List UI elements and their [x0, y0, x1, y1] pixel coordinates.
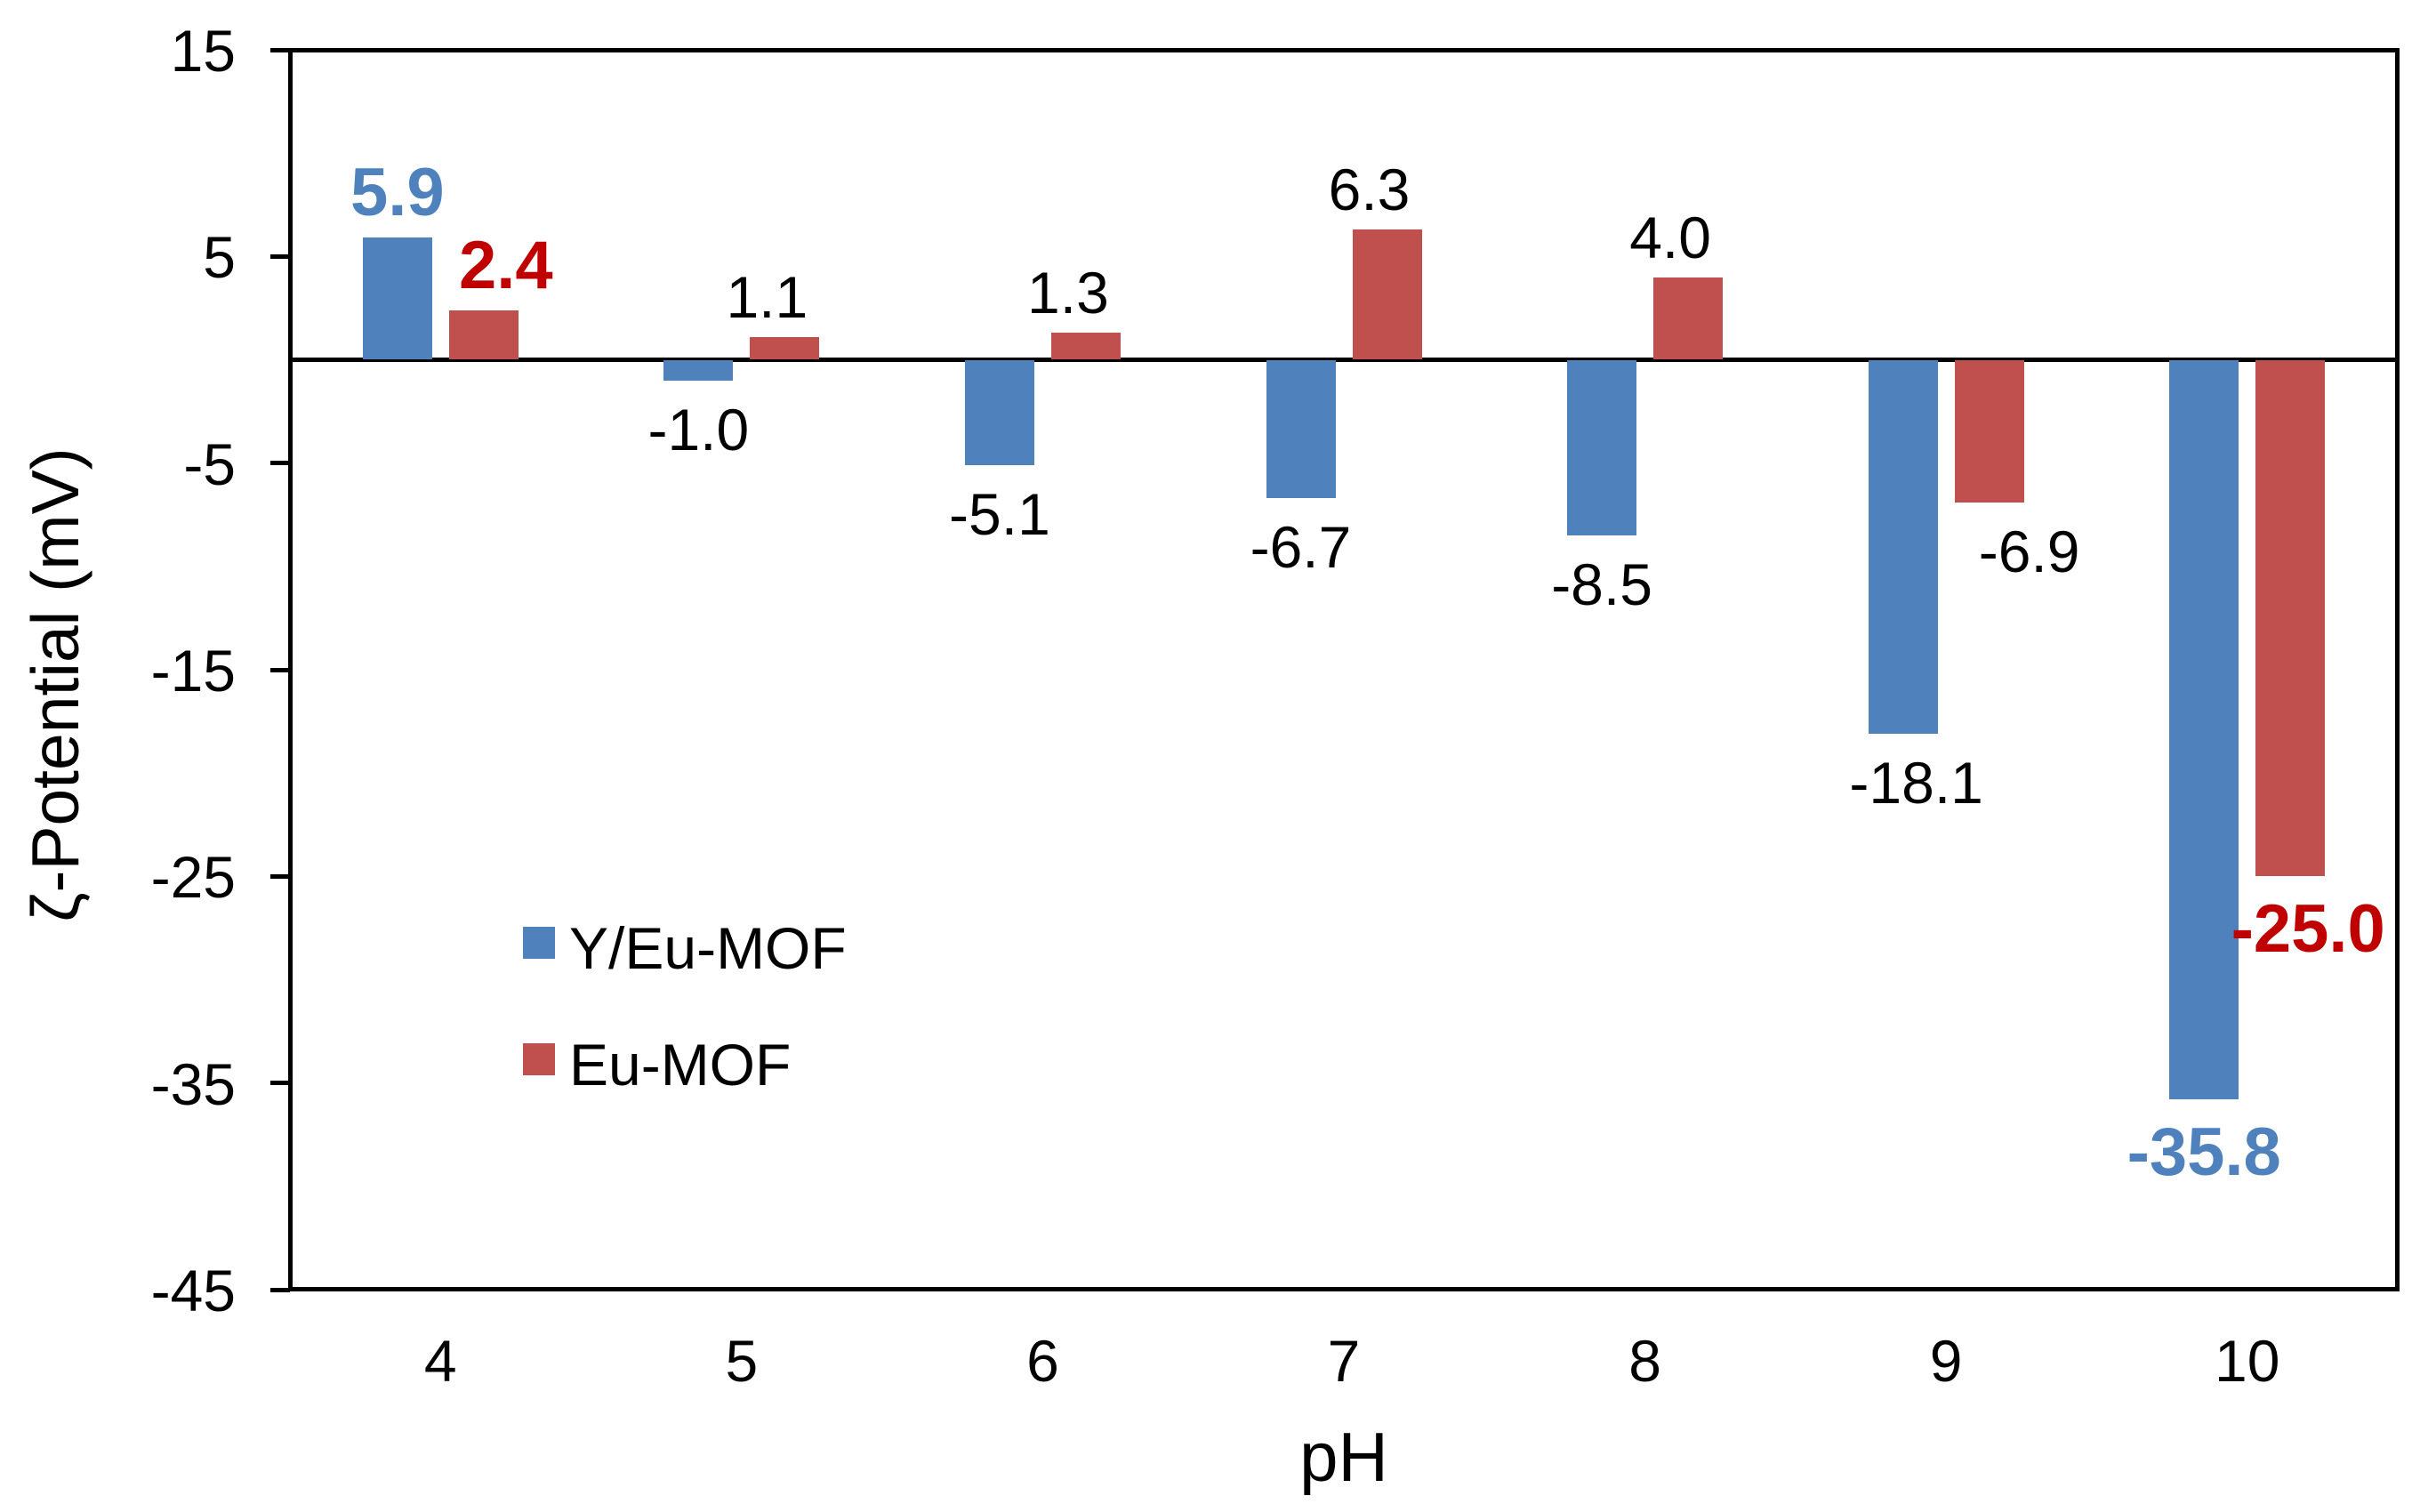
x-axis-tick-label: 8	[1628, 1328, 1661, 1394]
bar-Y/Eu-MOF-pH4	[362, 237, 432, 360]
x-axis-title: pH	[1299, 1418, 1388, 1496]
y-axis-tick-label: -45	[150, 1258, 236, 1323]
y-axis-tick-label: 5	[203, 224, 236, 291]
bar-Eu-MOF-pH8	[1653, 277, 1724, 360]
y-axis-tick	[270, 47, 290, 52]
bar-label-Eu-MOF-pH6: 1.3	[1027, 260, 1109, 326]
bar-Eu-MOF-pH4	[448, 310, 519, 360]
bar-label-Y/Eu-MOF-pH6: -5.1	[949, 480, 1050, 547]
x-axis-tick-label: 4	[423, 1328, 457, 1394]
y-axis-tick-label: 15	[170, 18, 236, 84]
y-axis-tick	[270, 1081, 290, 1086]
bar-Eu-MOF-pH10	[2255, 359, 2326, 877]
bar-Y/Eu-MOF-pH9	[1868, 359, 1938, 735]
bar-label-Eu-MOF-pH9: -6.9	[1978, 518, 2080, 584]
y-axis-tick-label: -15	[150, 638, 236, 704]
y-axis-tick	[270, 253, 290, 259]
y-axis-tick	[270, 1287, 290, 1292]
bar-Y/Eu-MOF-pH7	[1266, 359, 1336, 499]
bar-label-Eu-MOF-pH5: 1.1	[726, 263, 808, 330]
bar-label-Y/Eu-MOF-pH4: 5.9	[350, 155, 445, 231]
bar-Eu-MOF-pH9	[1954, 359, 2024, 503]
bar-label-Eu-MOF-pH8: 4.0	[1629, 204, 1711, 270]
bar-Eu-MOF-pH5	[750, 336, 820, 360]
bar-label-Y/Eu-MOF-pH9: -18.1	[1849, 750, 1983, 816]
x-axis-tick-label: 10	[2214, 1328, 2280, 1394]
zero-line	[288, 358, 2400, 362]
y-axis-tick	[270, 667, 290, 672]
bar-Eu-MOF-pH6	[1050, 333, 1121, 360]
legend-swatch-icon	[523, 927, 555, 959]
x-axis-tick-label: 7	[1327, 1328, 1361, 1394]
bar-label-Eu-MOF-pH10: -25.0	[2231, 891, 2385, 968]
bar-label-Eu-MOF-pH7: 6.3	[1328, 157, 1411, 223]
bar-Y/Eu-MOF-pH6	[964, 359, 1034, 465]
bar-label-Y/Eu-MOF-pH10: -35.8	[2127, 1114, 2281, 1191]
bar-label-Eu-MOF-pH4: 2.4	[458, 227, 553, 303]
bar-Eu-MOF-pH7	[1352, 229, 1422, 360]
legend-label: Eu-MOF	[569, 1032, 792, 1098]
bar-Y/Eu-MOF-pH10	[2169, 359, 2239, 1100]
y-axis-tick-label: -5	[183, 430, 236, 497]
plot-border	[288, 48, 2400, 1291]
bar-Y/Eu-MOF-pH8	[1567, 359, 1637, 535]
x-axis-tick-label: 6	[1026, 1328, 1059, 1394]
bar-Y/Eu-MOF-pH5	[663, 359, 734, 381]
legend-swatch-icon	[523, 1043, 555, 1075]
x-axis-tick-label: 5	[725, 1328, 759, 1394]
bar-label-Y/Eu-MOF-pH7: -6.7	[1250, 514, 1352, 581]
y-axis-tick-label: -35	[150, 1050, 236, 1117]
bar-label-Y/Eu-MOF-pH5: -1.0	[647, 396, 750, 462]
bar-label-Y/Eu-MOF-pH8: -8.5	[1551, 551, 1652, 617]
y-axis-tick	[270, 873, 290, 879]
x-axis-tick-label: 9	[1929, 1328, 1963, 1394]
y-axis-tick-label: -25	[150, 844, 236, 911]
y-axis-tick	[270, 461, 290, 466]
legend-label: Y/Eu-MOF	[569, 915, 847, 981]
